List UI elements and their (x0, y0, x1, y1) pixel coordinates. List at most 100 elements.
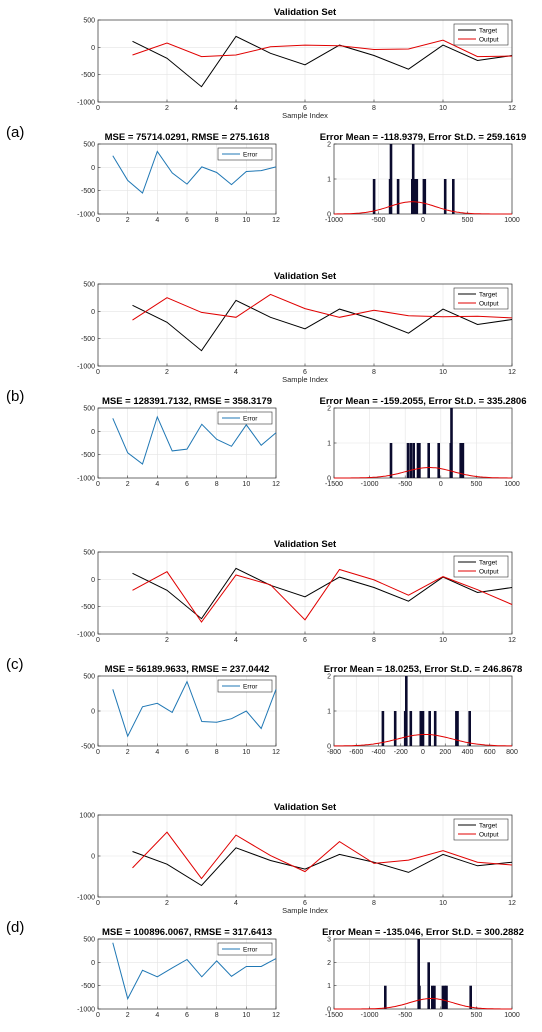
histogram-xtick-label: -200 (394, 749, 408, 756)
panel-label: (c) (6, 656, 24, 673)
histogram-xtick-label: 400 (462, 749, 474, 756)
histogram-xtick-label: -1500 (325, 481, 343, 488)
error-xtick-label: 6 (185, 217, 189, 224)
histogram-bar (381, 711, 385, 746)
error-xtick-label: 10 (242, 217, 250, 224)
validation-legend-label: Target (479, 559, 497, 566)
error-ytick-label: -1000 (77, 476, 95, 483)
histogram-bar (418, 443, 421, 478)
histogram-title: Error Mean = -118.9379, Error St.D. = 25… (320, 132, 526, 143)
validation-xtick-label: 12 (508, 105, 516, 112)
validation-title: Validation Set (274, 271, 337, 282)
error-legend-label: Error (243, 415, 258, 422)
validation-legend-label: Output (479, 568, 499, 575)
error-legend (217, 942, 273, 956)
error-xtick-label: 8 (215, 1012, 219, 1019)
error-xtick-label: 12 (272, 749, 280, 756)
validation-legend-label: Output (479, 831, 499, 838)
validation-xtick-label: 2 (165, 105, 169, 112)
output-series-line (132, 831, 513, 880)
histogram-ytick-label: 2 (327, 406, 331, 413)
error-legend-label: Error (243, 151, 258, 158)
error-legend (217, 147, 273, 161)
target-series-line (132, 35, 513, 88)
histogram-xtick-label: 0 (421, 217, 425, 224)
histogram-bar (459, 443, 462, 478)
histogram-bar (393, 711, 397, 746)
validation-xtick-label: 12 (508, 369, 516, 376)
histogram-xtick-label: 1000 (504, 1012, 520, 1019)
histogram-bar (417, 939, 420, 1009)
histogram-bar (456, 711, 459, 746)
validation-xtick-label: 4 (234, 369, 238, 376)
error-xtick-label: 8 (215, 217, 219, 224)
validation-legend (453, 23, 509, 46)
error-xtick-label: 0 (96, 1012, 100, 1019)
histogram-xtick-label: 500 (471, 1012, 483, 1019)
histogram-xtick-label: 500 (471, 481, 483, 488)
histogram-ytick-label: 1 (327, 177, 331, 184)
histogram-ytick-label: 2 (327, 142, 331, 149)
validation-legend-label: Target (479, 822, 497, 829)
error-xtick-label: 6 (185, 481, 189, 488)
error-ytick-label: 0 (91, 429, 95, 436)
error-xtick-label: 12 (272, 1012, 280, 1019)
histogram-bar (421, 711, 425, 746)
histogram-xtick-label: -1000 (325, 217, 343, 224)
histogram-bar (468, 711, 471, 746)
error-xtick-label: 6 (185, 749, 189, 756)
histogram-xtick-label: 0 (421, 749, 425, 756)
validation-frame (97, 283, 513, 367)
error-ytick-label: -500 (81, 188, 95, 195)
histogram-xtick-label: -500 (398, 481, 412, 488)
error-title: MSE = 128391.7132, RMSE = 358.3179 (102, 396, 272, 407)
error-xtick-label: 2 (126, 481, 130, 488)
validation-xtick-label: 4 (234, 105, 238, 112)
output-series-line (132, 39, 513, 58)
histogram-bar (406, 443, 410, 478)
error-series-line (112, 415, 277, 465)
validation-ytick-label: -1000 (77, 632, 95, 639)
histogram-xtick-label: 1000 (504, 217, 520, 224)
histogram-xtick-label: -500 (371, 217, 385, 224)
error-legend (217, 679, 273, 693)
validation-frame (97, 19, 513, 103)
error-title: MSE = 100896.0067, RMSE = 317.6413 (102, 927, 272, 938)
validation-xtick-label: 6 (303, 900, 307, 907)
histogram-bar (419, 711, 423, 746)
validation-xtick-label: 0 (96, 105, 100, 112)
histogram-bar (428, 711, 431, 746)
error-xtick-label: 8 (215, 481, 219, 488)
error-ytick-label: -1000 (77, 212, 95, 219)
validation-frame (97, 551, 513, 635)
error-xtick-label: 12 (272, 481, 280, 488)
validation-xtick-label: 10 (439, 637, 447, 644)
histogram-bar (427, 962, 430, 1009)
error-xtick-label: 10 (242, 481, 250, 488)
error-ytick-label: 500 (83, 406, 95, 413)
error-frame (97, 407, 277, 479)
histogram-xtick-label: -500 (398, 1012, 412, 1019)
validation-legend-label: Output (479, 300, 499, 307)
validation-xtick-label: 8 (372, 900, 376, 907)
validation-ytick-label: 500 (83, 550, 95, 557)
error-ytick-label: 0 (91, 960, 95, 967)
validation-xtick-label: 4 (234, 900, 238, 907)
error-xtick-label: 10 (242, 749, 250, 756)
histogram-ytick-label: 0 (327, 1007, 331, 1014)
histogram-plot-area (334, 939, 512, 1009)
histogram-xtick-label: 0 (439, 1012, 443, 1019)
histogram-bar (396, 179, 400, 214)
error-xtick-label: 4 (155, 481, 159, 488)
histogram-xtick-label: 200 (439, 749, 451, 756)
histogram-xtick-label: -400 (371, 749, 385, 756)
validation-xlabel: Sample Index (282, 111, 328, 120)
histogram-xtick-label: -600 (349, 749, 363, 756)
histogram-title: Error Mean = -159.2055, Error St.D. = 33… (319, 396, 526, 407)
histogram-xtick-label: -1000 (361, 481, 379, 488)
validation-legend-label: Output (479, 36, 499, 43)
error-ytick-label: 0 (91, 709, 95, 716)
